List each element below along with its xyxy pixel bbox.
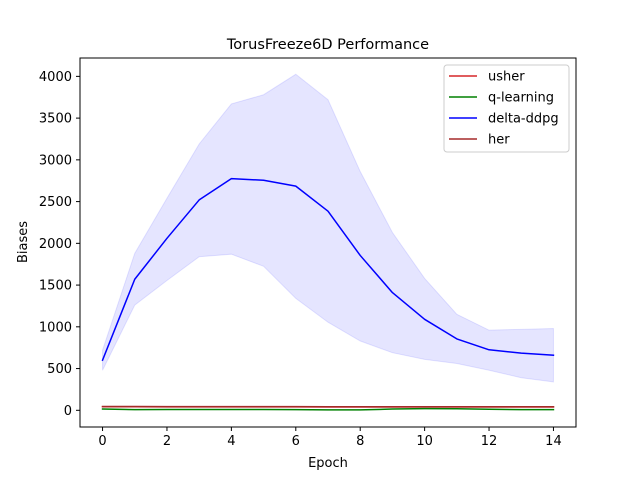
plot-area	[101, 73, 555, 411]
chart-title: TorusFreeze6D Performance	[226, 37, 429, 53]
x-tick-label: 10	[416, 434, 433, 449]
y-tick-label: 0	[64, 404, 72, 419]
legend-label-her: her	[488, 133, 510, 148]
y-tick-label: 500	[47, 362, 72, 377]
legend-label-usher: usher	[488, 70, 525, 85]
x-axis-label: Epoch	[308, 456, 348, 471]
x-tick-label: 0	[98, 434, 106, 449]
x-tick-label: 8	[356, 434, 364, 449]
series-line-delta-ddpg	[101, 177, 555, 362]
legend-label-delta-ddpg: delta-ddpg	[488, 112, 559, 127]
x-tick-label: 14	[545, 434, 562, 449]
band-delta-ddpg	[102, 73, 554, 383]
y-tick-label: 2000	[39, 237, 72, 252]
x-tick-label: 6	[292, 434, 300, 449]
y-tick-label: 3500	[39, 112, 72, 127]
x-tick-label: 4	[227, 434, 235, 449]
y-tick-label: 1000	[39, 320, 72, 335]
x-tick-label: 12	[481, 434, 498, 449]
y-axis-label: Biases	[16, 221, 31, 263]
legend: usher q-learning delta-ddpg her	[443, 64, 570, 153]
y-tick-label: 4000	[39, 70, 72, 85]
y-tick-label: 2500	[39, 195, 72, 210]
plot-frame	[79, 57, 577, 428]
legend-label-q-learning: q-learning	[488, 91, 554, 106]
legend-frame	[443, 64, 570, 153]
y-tick-label: 1500	[39, 279, 72, 294]
y-tick-label: 3000	[39, 153, 72, 168]
series-line-q-learning	[101, 407, 555, 411]
x-tick-label: 2	[163, 434, 171, 449]
axis-ticks: 0 2 4 6 8 10 12 14 0 500 1000 1500 2000 2500 3000 3500 4…	[39, 70, 562, 449]
